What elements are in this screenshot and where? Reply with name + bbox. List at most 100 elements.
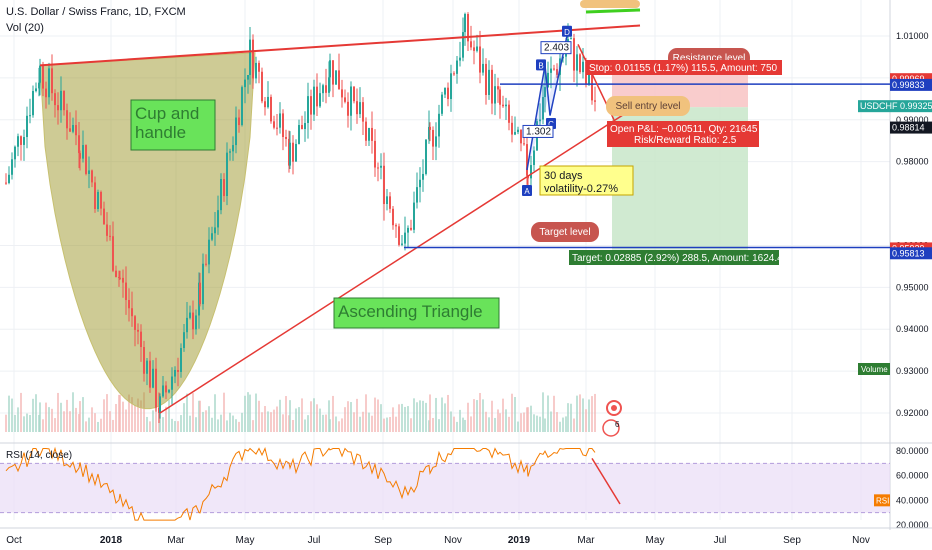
- volume-bar: [371, 415, 373, 432]
- candle-body: [54, 93, 56, 106]
- volume-bar: [149, 421, 151, 432]
- volume-bar: [359, 416, 361, 432]
- volume-bar: [576, 395, 578, 432]
- target-level-callout-text: Target level: [539, 227, 590, 238]
- harmonic-pattern-path[interactable]: [526, 35, 568, 171]
- volume-bar: [425, 402, 427, 432]
- volume-bar: [63, 411, 65, 432]
- pattern-point-d[interactable]: [562, 25, 572, 37]
- volume-bar: [199, 400, 201, 432]
- time-axis-tick-label: 2019: [508, 535, 531, 546]
- volume-bar: [544, 418, 546, 432]
- candle-body: [413, 202, 415, 230]
- candle-body: [368, 127, 370, 141]
- candle-body: [122, 277, 124, 283]
- price-axis[interactable]: 1.010001.000000.990000.980000.960000.950…: [858, 31, 932, 418]
- candle-body: [485, 63, 487, 95]
- volume-bar: [392, 407, 394, 432]
- volume-bar: [383, 418, 385, 432]
- ratio-label-2: 1.302: [526, 126, 551, 137]
- price-label-box[interactable]: [890, 247, 932, 260]
- candle-body: [146, 360, 148, 374]
- ratio-label-box: [522, 124, 554, 138]
- volume-bar: [332, 395, 334, 432]
- candle-body: [252, 39, 254, 79]
- candle-body: [392, 208, 394, 226]
- candle-body: [137, 329, 139, 332]
- ascending-triangle-annotation-box[interactable]: [333, 297, 500, 329]
- flag-icon[interactable]: [602, 419, 620, 437]
- candle-body: [338, 70, 340, 90]
- rsi-tag-box[interactable]: [874, 494, 890, 507]
- sell-entry-callout-bubble[interactable]: [606, 96, 690, 116]
- volume-bar: [168, 399, 170, 432]
- candle-body: [553, 68, 555, 70]
- volume-bar: [211, 417, 213, 432]
- candle-body: [398, 226, 400, 245]
- candle-body: [82, 145, 84, 159]
- time-axis-tick-label: Nov: [444, 535, 462, 546]
- rsi-line: [5, 446, 596, 521]
- rsi-pane[interactable]: 80.0000 60.0000 40.0000 20.0000 RSI: [0, 446, 929, 530]
- volume-bar: [514, 397, 516, 432]
- candle-body: [419, 179, 421, 188]
- volume-bar: [547, 395, 549, 432]
- volume-bar: [497, 409, 499, 432]
- candle-body: [32, 91, 34, 116]
- target-level-callout-bubble[interactable]: [531, 222, 599, 242]
- pattern-point-b[interactable]: [536, 59, 546, 71]
- candle-body: [462, 32, 464, 58]
- volume-bar: [559, 421, 561, 432]
- candle-body: [395, 225, 397, 227]
- volume-bar: [491, 400, 493, 432]
- cup-handle-annotation-box[interactable]: [130, 99, 216, 151]
- ascending-support-line[interactable]: [159, 98, 649, 414]
- price-label-box[interactable]: [890, 78, 932, 91]
- candle-body: [232, 145, 234, 152]
- price-label-box[interactable]: [890, 121, 932, 134]
- volume-bar: [140, 400, 142, 432]
- volume-bar: [23, 416, 25, 432]
- pnl-label-box[interactable]: [607, 121, 759, 147]
- candle-body: [550, 68, 552, 73]
- candle-body: [66, 110, 68, 129]
- volatility-annotation-box[interactable]: [539, 165, 634, 196]
- pattern-point-a[interactable]: [522, 184, 532, 196]
- volume-bar: [171, 418, 173, 432]
- candle-body: [491, 69, 493, 104]
- candle-body: [526, 144, 528, 176]
- volume-bar: [511, 393, 513, 432]
- sell-entry-callout-text: Sell entry level: [615, 101, 680, 112]
- price-label-box[interactable]: [858, 100, 932, 113]
- rsi-trend-line[interactable]: [591, 458, 621, 505]
- candle-body: [332, 60, 334, 85]
- volume-bar: [249, 394, 251, 432]
- candle-body: [428, 126, 430, 140]
- candle-body: [544, 87, 546, 98]
- candle-body: [438, 113, 440, 137]
- candle-body: [464, 13, 466, 33]
- candle-body: [195, 315, 197, 330]
- candle-body: [350, 86, 352, 116]
- stop-label-box[interactable]: [586, 60, 782, 75]
- time-axis[interactable]: Oct 2018 Mar May Jul Sep Nov 2019 Mar May Jul Sep No…: [0, 527, 932, 546]
- breakout-marker-line[interactable]: [585, 8, 641, 14]
- cup-handle-annotation-line-2: handle: [135, 123, 186, 142]
- volume-bar: [374, 397, 376, 432]
- candle-body: [499, 89, 501, 105]
- target-label-box[interactable]: [569, 250, 779, 265]
- candle-body: [511, 122, 513, 135]
- volume-bar: [488, 417, 490, 432]
- candle-body: [467, 13, 469, 42]
- volume-tag-box[interactable]: [858, 363, 890, 375]
- volume-bar: [125, 409, 127, 432]
- resistance-trendline[interactable]: [39, 24, 641, 67]
- candle-body: [570, 38, 572, 40]
- volume-bar: [365, 394, 367, 432]
- volume-bar: [285, 396, 287, 432]
- candle-body: [341, 89, 343, 98]
- candle-body: [223, 179, 225, 197]
- volume-bar: [258, 400, 260, 432]
